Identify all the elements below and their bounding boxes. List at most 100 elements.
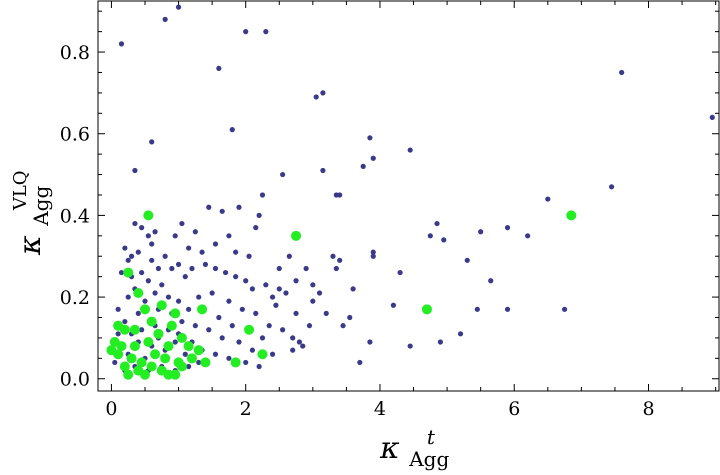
data-point: [226, 233, 232, 239]
data-point: [303, 265, 309, 272]
x-tick-label: 8: [642, 398, 654, 420]
data-point: [186, 245, 192, 251]
y-axis-label-subscript: Agg: [29, 186, 53, 227]
data-point: [139, 369, 150, 380]
data-point: [316, 290, 323, 296]
data-point: [421, 304, 432, 315]
y-axis-label: κ Agg VLQ: [10, 170, 56, 256]
data-point: [122, 318, 128, 325]
data-point: [155, 265, 162, 272]
data-point: [276, 265, 282, 272]
data-point: [397, 269, 403, 276]
data-point: [118, 269, 125, 276]
data-point: [367, 339, 373, 345]
data-point: [160, 353, 171, 364]
data-point: [163, 369, 174, 380]
data-point: [126, 353, 137, 364]
data-point: [128, 253, 135, 259]
data-point: [202, 261, 209, 268]
data-point: [291, 230, 302, 241]
data-point: [437, 339, 443, 345]
data-point: [106, 345, 117, 356]
data-point: [149, 241, 155, 247]
y-tick-label: 0.2: [60, 287, 90, 309]
data-point: [133, 287, 144, 298]
data-point: [145, 278, 151, 284]
data-point: [206, 327, 212, 333]
data-point: [333, 265, 339, 272]
data-point: [566, 210, 577, 221]
data-point: [129, 324, 140, 335]
data-point: [243, 278, 249, 284]
data-point: [337, 257, 343, 263]
data-point: [290, 347, 296, 353]
data-point: [115, 306, 121, 312]
data-point: [123, 369, 134, 380]
data-point: [119, 361, 130, 372]
data-point: [153, 328, 164, 339]
data-point: [125, 294, 131, 300]
data-point: [253, 225, 259, 231]
data-point: [293, 310, 299, 317]
data-point: [150, 349, 161, 360]
data-point: [135, 310, 141, 317]
data-point: [222, 269, 229, 276]
data-point: [165, 294, 172, 300]
data-point: [176, 361, 187, 372]
data-point: [175, 261, 182, 268]
data-point: [280, 171, 286, 178]
data-point: [427, 233, 433, 239]
x-tick-label: 0: [105, 398, 117, 420]
data-point: [139, 327, 145, 333]
data-point: [293, 278, 299, 284]
data-point: [196, 359, 202, 366]
data-point: [561, 306, 568, 312]
data-point: [200, 357, 211, 368]
data-point: [212, 351, 219, 357]
data-point: [132, 167, 138, 174]
data-point: [434, 220, 440, 227]
data-point: [212, 265, 219, 272]
data-point: [263, 282, 269, 288]
data-point: [169, 265, 175, 272]
data-point: [367, 135, 373, 141]
data-point: [192, 323, 198, 329]
data-point: [122, 245, 128, 251]
data-point: [259, 335, 266, 341]
data-point: [182, 274, 188, 280]
data-point: [283, 290, 289, 296]
data-point: [170, 308, 181, 319]
data-point: [273, 302, 279, 308]
data-point: [357, 359, 363, 366]
data-point: [143, 336, 154, 347]
data-point: [136, 357, 147, 368]
data-point: [253, 310, 259, 317]
data-point: [407, 343, 413, 349]
data-point: [162, 16, 168, 22]
data-point: [370, 249, 376, 255]
data-point: [189, 265, 195, 272]
data-point: [350, 286, 356, 292]
data-point: [135, 249, 141, 255]
data-point: [239, 306, 245, 312]
data-point: [269, 294, 276, 300]
data-point: [236, 204, 242, 210]
data-point: [196, 294, 202, 300]
data-point: [219, 208, 225, 214]
plot-frame: [97, 0, 720, 392]
x-axis-ticks: 0 2 4 6 8: [105, 1, 717, 420]
data-point: [709, 114, 715, 120]
data-point: [143, 210, 154, 221]
data-point: [186, 353, 197, 364]
data-point: [172, 339, 178, 345]
data-point: [266, 323, 272, 329]
data-point: [159, 282, 165, 288]
data-point: [197, 304, 208, 315]
data-point: [488, 278, 494, 284]
data-point: [226, 355, 232, 361]
data-point: [525, 233, 531, 239]
data-point: [290, 335, 296, 341]
data-point: [146, 361, 157, 372]
data-point: [407, 147, 413, 153]
